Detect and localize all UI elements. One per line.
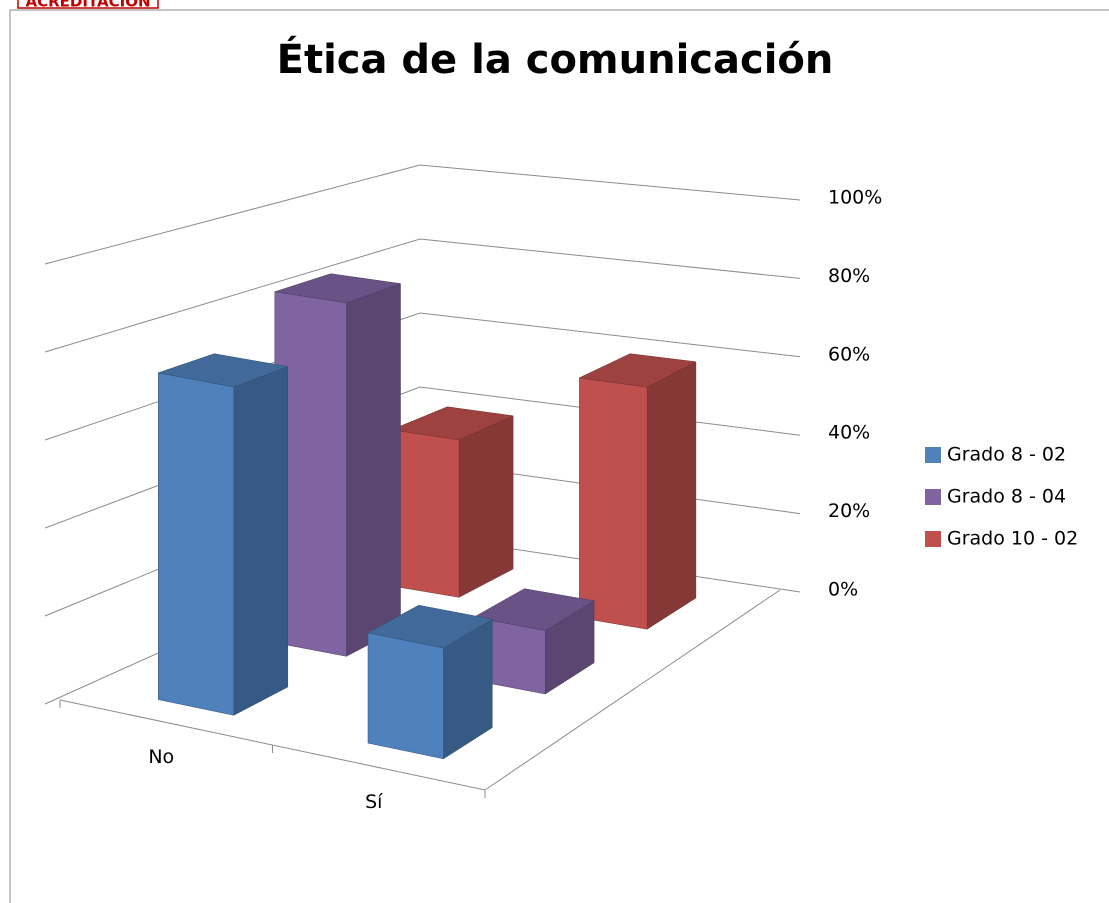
legend-label: Grado 8 - 02 <box>947 444 1066 466</box>
x-tick-label: Sí <box>365 791 383 813</box>
x-tick-label: No <box>148 746 174 768</box>
bar <box>578 353 697 630</box>
bar <box>390 406 515 598</box>
grid-line <box>44 238 801 353</box>
bar-top <box>367 604 493 649</box>
y-tick-label: 40% <box>828 422 870 444</box>
y-tick-label: 100% <box>828 187 882 209</box>
bar-top <box>472 588 595 631</box>
legend-swatch <box>925 531 941 547</box>
bar-front <box>158 372 235 716</box>
bar-front <box>391 429 460 598</box>
bar <box>157 353 289 716</box>
legend-swatch <box>925 489 941 505</box>
bar-top <box>157 353 289 388</box>
bar-front <box>367 632 444 760</box>
bar-top <box>390 406 515 441</box>
bar-front <box>579 377 648 630</box>
legend-label: Grado 8 - 04 <box>947 486 1066 508</box>
bar-top <box>578 353 697 388</box>
grid-line <box>44 164 801 265</box>
badge-box <box>17 0 159 9</box>
bar-side <box>646 361 697 630</box>
bar-side <box>458 415 514 598</box>
legend-swatch <box>925 447 941 463</box>
bar <box>274 273 401 657</box>
y-tick-label: 0% <box>828 579 858 601</box>
chart-title: Ética de la comunicación <box>277 35 834 83</box>
bar-side <box>233 366 289 716</box>
y-tick-label: 60% <box>828 343 870 365</box>
y-tick-label: 20% <box>828 500 870 522</box>
bar <box>367 604 493 760</box>
bar-top <box>274 273 401 304</box>
legend-label: Grado 10 - 02 <box>947 528 1078 550</box>
bar-side <box>346 283 401 657</box>
badge: ACREDITACIÓN <box>25 0 150 11</box>
chart-border <box>9 9 1109 903</box>
y-tick-label: 80% <box>828 265 870 287</box>
